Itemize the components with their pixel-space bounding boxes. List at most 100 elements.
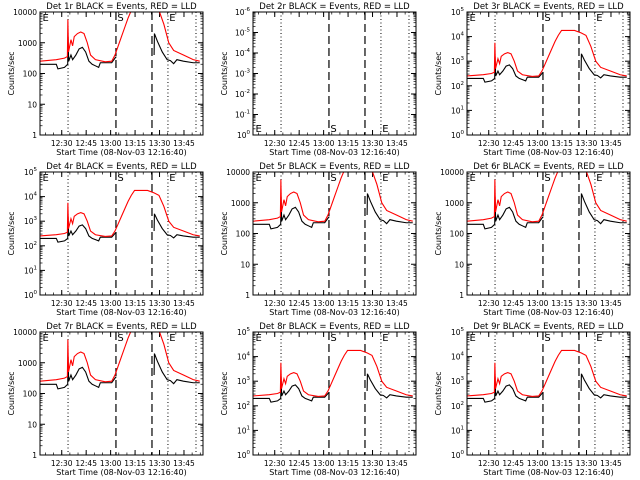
y-tick-base: 10 (237, 402, 247, 411)
y-tick-label: 10 (27, 420, 37, 429)
y-tick-base: 10 (451, 82, 461, 91)
y-tick-base: 10 (235, 90, 245, 99)
y-axis-label: Counts/sec (434, 51, 443, 95)
y-tick-label: 101 (24, 265, 37, 275)
flag-s-marker: S (331, 124, 337, 135)
lld-series-line (466, 172, 627, 223)
x-tick-label: 12:45 (75, 299, 97, 308)
detector-panel-1: Det 1r BLACK = Events, RED = LLD 1 10 100 10… (0, 0, 213, 160)
x-tick-label: 13:30 (362, 139, 384, 148)
flag-e-marker: E (469, 13, 475, 24)
x-tick-label: 13:00 (313, 139, 335, 148)
y-tick-label: 105 (237, 327, 251, 337)
y-tick-exponent: 3 (247, 376, 251, 382)
x-tick-label: 13:15 (551, 459, 573, 468)
chart-svg: Det 8r BLACK = Events, RED = LLD10010110… (220, 322, 417, 477)
y-tick-label: 10-1 (235, 110, 250, 120)
series-group (40, 189, 200, 243)
x-tick-label: 13:45 (386, 299, 408, 308)
y-tick-exponent: 1 (34, 265, 38, 271)
flag-e-marker: E (169, 173, 175, 184)
x-tick-label: 13:30 (575, 459, 597, 468)
flag-e-marker: E (383, 173, 389, 184)
y-tick-base: 1 (32, 131, 37, 140)
y-tick-base: 10 (451, 57, 461, 66)
x-tick-label: 13:00 (313, 299, 335, 308)
y-tick-label: 100 (23, 390, 38, 399)
y-tick-base: 10 (451, 131, 461, 140)
plot-frame (39, 11, 204, 136)
y-tick-label: 10 (27, 100, 37, 109)
x-tick-label: 13:15 (551, 139, 573, 148)
y-tick-exponent: 0 (247, 450, 251, 456)
lld-series-line (253, 349, 414, 398)
x-tick-label: 12:45 (502, 299, 524, 308)
y-tick-label: 100 (236, 230, 251, 239)
y-tick-base: 10 (451, 426, 461, 435)
y-tick-exponent: 3 (460, 376, 464, 382)
flag-e-marker: E (169, 13, 175, 24)
series-group (253, 172, 414, 230)
x-tick-label: 13:45 (600, 299, 622, 308)
chart-svg: Det 6r BLACK = Events, RED = LLD 1 10 100 10… (434, 162, 631, 317)
y-tick-base: 1000 (231, 199, 250, 208)
panel-title: Det 8r BLACK = Events, RED = LLD (260, 322, 411, 332)
x-tick-label: 12:30 (51, 139, 73, 148)
y-tick-label: 100 (449, 230, 464, 239)
y-tick-base: 10 (451, 451, 461, 460)
flag-e-marker: E (42, 13, 48, 24)
y-tick-label: 1000 (231, 199, 250, 208)
y-tick-label: 100 (237, 130, 251, 140)
flag-e-marker: E (256, 173, 262, 184)
y-tick-base: 1 (459, 291, 464, 300)
y-tick-base: 10 (451, 353, 461, 362)
y-tick-exponent: 2 (247, 401, 251, 407)
y-tick-base: 10 (24, 242, 34, 251)
x-axis-label: Start Time (08-Nov-03 12:16:40) (483, 308, 613, 317)
y-tick-label: 102 (451, 81, 464, 91)
x-tick-label: 13:30 (575, 139, 597, 148)
flag-s-marker: S (117, 173, 123, 184)
x-tick-label: 13:00 (100, 139, 122, 148)
y-tick-base: 10 (241, 260, 251, 269)
events-series-line (466, 376, 544, 403)
y-tick-exponent: -2 (245, 89, 250, 95)
y-tick-base: 10 (451, 8, 461, 17)
events-series-line (466, 56, 544, 83)
y-tick-base: 100 (449, 230, 464, 239)
detector-panel-2: Det 2r BLACK = Events, RED = LLD 100 10-1 1… (213, 0, 426, 160)
events-series-line (153, 213, 200, 239)
y-tick-label: 10-5 (235, 28, 251, 38)
y-tick-label: 101 (451, 425, 464, 435)
y-tick-label: 1000 (18, 359, 37, 368)
x-axis-label: Start Time (08-Nov-03 12:16:40) (483, 468, 613, 477)
x-tick-label: 13:15 (338, 299, 360, 308)
x-tick-label: 13:00 (313, 459, 335, 468)
series-group (466, 349, 627, 403)
events-series-line (153, 353, 200, 385)
plot-frame (466, 171, 631, 296)
series-group (253, 349, 414, 403)
y-tick-base: 10000 (440, 168, 464, 177)
lld-series-line (40, 12, 200, 63)
x-axis-label: Start Time (08-Nov-03 12:16:40) (270, 468, 400, 477)
y-tick-label: 103 (24, 216, 38, 226)
y-tick-exponent: 5 (34, 167, 38, 173)
y-tick-label: 1 (459, 291, 464, 300)
y-tick-base: 10 (237, 131, 247, 140)
plot-frame (252, 331, 417, 456)
y-tick-base: 10 (451, 377, 461, 386)
x-tick-label: 13:45 (173, 459, 195, 468)
y-tick-label: 105 (451, 7, 465, 17)
y-tick-exponent: -6 (245, 7, 251, 13)
flag-e-marker: E (383, 333, 389, 344)
x-tick-label: 13:15 (124, 459, 146, 468)
y-tick-label: 104 (237, 352, 251, 362)
detector-panel-6: Det 6r BLACK = Events, RED = LLD 1 10 100 10… (427, 160, 640, 320)
y-tick-base: 10000 (13, 8, 37, 17)
y-tick-base: 100 (236, 230, 251, 239)
flag-e-marker: E (469, 173, 475, 184)
y-tick-base: 10 (27, 100, 37, 109)
x-axis-label: Start Time (08-Nov-03 12:16:40) (483, 148, 613, 157)
y-tick-exponent: 3 (34, 216, 38, 222)
